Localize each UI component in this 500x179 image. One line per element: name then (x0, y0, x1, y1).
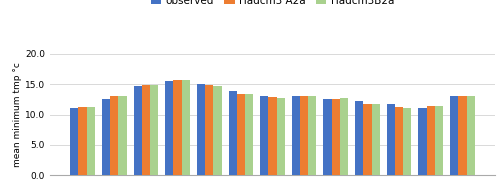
Bar (236, 94, 245, 175)
Bar (165, 81, 173, 175)
Bar (450, 96, 458, 175)
Bar (276, 98, 285, 175)
Bar (387, 104, 395, 175)
Bar (458, 96, 466, 175)
Bar (134, 86, 142, 175)
Bar (86, 107, 95, 175)
Bar (205, 85, 214, 175)
Bar (403, 108, 411, 175)
Bar (197, 84, 205, 175)
Bar (355, 101, 364, 175)
Bar (300, 96, 308, 175)
Bar (182, 80, 190, 175)
Bar (395, 107, 403, 175)
Bar (308, 96, 316, 175)
Bar (214, 86, 222, 175)
Bar (292, 96, 300, 175)
Bar (142, 85, 150, 175)
Bar (245, 95, 253, 175)
Bar (372, 104, 380, 175)
Bar (332, 99, 340, 175)
Bar (228, 91, 236, 175)
Bar (260, 96, 268, 175)
Y-axis label: mean minimum tmp °c: mean minimum tmp °c (13, 62, 22, 167)
Bar (268, 97, 276, 175)
Bar (110, 96, 118, 175)
Bar (174, 81, 182, 175)
Bar (426, 106, 435, 175)
Bar (418, 108, 426, 175)
Bar (102, 99, 110, 175)
Legend: observed, Hadcm3 A2a, Hadcm3B2a: observed, Hadcm3 A2a, Hadcm3B2a (151, 0, 394, 6)
Bar (324, 99, 332, 175)
Bar (364, 104, 372, 175)
Bar (435, 106, 443, 175)
Bar (70, 108, 78, 175)
Bar (118, 96, 126, 175)
Bar (466, 96, 475, 175)
Bar (78, 107, 86, 175)
Bar (150, 85, 158, 175)
Bar (340, 98, 348, 175)
